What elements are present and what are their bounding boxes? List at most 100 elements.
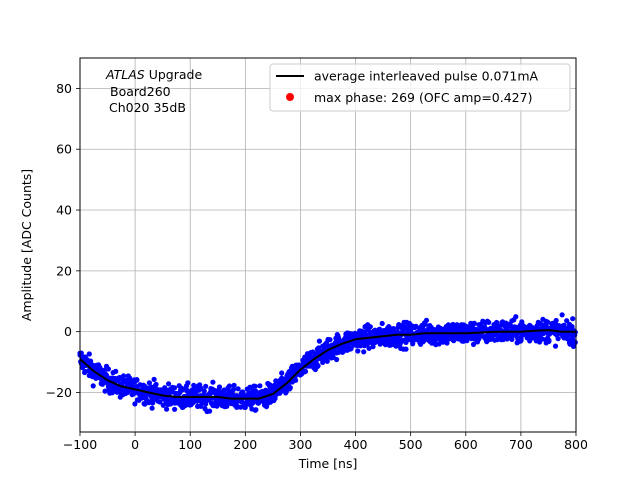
scatter-point	[379, 320, 385, 327]
scatter-point	[293, 377, 299, 383]
scatter-point	[518, 337, 524, 343]
svg-text:ATLAS Upgrade: ATLAS Upgrade	[105, 67, 202, 82]
scatter-point	[102, 388, 108, 394]
scatter-point	[149, 405, 155, 411]
scatter-point	[513, 314, 519, 320]
scatter-point	[570, 316, 576, 322]
scatter-point	[90, 383, 96, 389]
y-axis-label: Amplitude [ADC Counts]	[19, 169, 34, 321]
scatter-point	[394, 329, 400, 335]
y-tick-label: −20	[46, 385, 72, 400]
scatter-point	[230, 387, 236, 393]
scatter-point	[287, 385, 293, 391]
plot-data	[77, 312, 578, 415]
scatter-point	[86, 351, 92, 357]
scatter-point	[555, 336, 561, 342]
average-pulse-line	[79, 329, 576, 400]
scatter-point	[334, 356, 340, 363]
scatter-point	[257, 383, 263, 389]
scatter-point	[203, 383, 209, 389]
scatter-point	[203, 401, 209, 407]
annotation-experiment: ATLAS	[105, 67, 145, 82]
scatter-point	[361, 349, 367, 355]
x-tick-label: 600	[454, 437, 478, 452]
scatter-point	[216, 384, 223, 390]
legend-label-average-pulse: average interleaved pulse 0.071mA	[314, 69, 539, 84]
y-tick-label: 40	[56, 203, 72, 218]
x-tick-label: 300	[289, 437, 313, 452]
scatter-point	[546, 338, 552, 344]
x-tick-label: 100	[178, 437, 202, 452]
scatter-point	[390, 326, 397, 332]
scatter-point	[153, 381, 159, 387]
annotation-block: ATLAS Upgrade Board260 Ch020 35dB	[105, 67, 202, 115]
scatter-point	[121, 373, 127, 379]
scatter-point	[221, 387, 227, 393]
scatter-samples	[77, 312, 578, 415]
x-tick-label: −100	[63, 437, 97, 452]
scatter-point	[279, 370, 285, 376]
legend: average interleaved pulse 0.071mA max ph…	[269, 63, 571, 112]
axes-frame	[79, 57, 577, 433]
scatter-point	[226, 383, 233, 389]
y-tick-label: 0	[64, 324, 72, 339]
scatter-point	[157, 399, 163, 405]
scatter-point	[367, 324, 373, 330]
scatter-point	[134, 377, 140, 383]
scatter-point	[519, 319, 525, 325]
scatter-point	[132, 401, 138, 407]
scatter-point	[545, 319, 551, 325]
scatter-point	[315, 363, 321, 369]
scatter-point	[302, 368, 309, 374]
scatter-point	[363, 331, 369, 337]
scatter-point	[403, 346, 409, 352]
scatter-point	[470, 341, 477, 347]
scatter-point	[172, 385, 178, 391]
x-tick-label: 0	[131, 437, 139, 452]
scatter-point	[267, 382, 273, 388]
scatter-point	[172, 406, 178, 412]
annotation-board: Board260	[110, 84, 171, 99]
scatter-point	[253, 388, 259, 394]
legend-label-max-phase: max phase: 269 (OFC amp=0.427)	[314, 90, 532, 105]
scatter-point	[235, 386, 241, 392]
axis-ticks: −100 0 100 200 300 400 500 600 700 800 −20 0 20 40 60 8…	[46, 81, 588, 452]
x-tick-label: 700	[509, 437, 533, 452]
scatter-point	[131, 391, 137, 397]
scatter-point	[207, 408, 213, 414]
scatter-point	[253, 407, 259, 413]
legend-marker-swatch	[286, 93, 294, 101]
scatter-point	[355, 348, 361, 354]
scatter-point	[151, 376, 157, 382]
x-tick-label: 200	[233, 437, 257, 452]
x-axis-label: Time [ns]	[298, 456, 358, 471]
scatter-point	[570, 343, 577, 349]
scatter-point	[370, 344, 376, 350]
scatter-point	[166, 381, 172, 387]
y-tick-label: 20	[56, 263, 72, 278]
legend-frame	[269, 63, 571, 112]
scatter-point	[564, 318, 570, 324]
scatter-point	[164, 406, 170, 412]
annotation-channel: Ch020 35dB	[109, 100, 186, 115]
scatter-point	[494, 319, 500, 326]
scatter-point	[509, 336, 515, 342]
scatter-point	[146, 380, 152, 386]
scatter-point	[247, 384, 253, 390]
scatter-point	[324, 358, 330, 364]
scatter-point	[410, 338, 416, 344]
scatter-point	[231, 382, 237, 388]
scatter-point	[553, 317, 559, 324]
scatter-point	[348, 346, 354, 352]
scatter-point	[559, 312, 565, 318]
scatter-point	[552, 343, 559, 349]
annotation-experiment-suffix: Upgrade	[145, 67, 203, 82]
x-tick-label: 800	[564, 437, 588, 452]
scatter-point	[366, 345, 372, 351]
scatter-point	[471, 320, 477, 326]
scatter-point	[572, 339, 578, 345]
scatter-point	[105, 366, 111, 372]
x-tick-label: 500	[399, 437, 423, 452]
scatter-point	[127, 375, 133, 381]
